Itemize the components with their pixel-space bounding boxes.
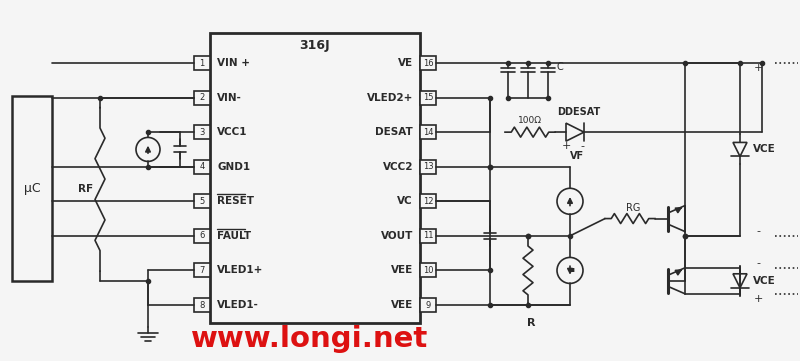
Text: 10: 10: [422, 266, 434, 275]
Bar: [194, 194, 210, 208]
Text: 7: 7: [199, 266, 205, 275]
Text: VCC1: VCC1: [217, 127, 247, 137]
Bar: [420, 56, 436, 70]
Text: 9: 9: [426, 300, 430, 309]
Text: -: -: [756, 258, 760, 268]
Text: VCE: VCE: [753, 276, 775, 286]
Text: .: .: [570, 257, 577, 276]
Bar: [210, 33, 420, 323]
Text: VLED2+: VLED2+: [366, 92, 413, 103]
Text: 15: 15: [422, 93, 434, 102]
Text: 13: 13: [422, 162, 434, 171]
Text: VC: VC: [398, 196, 413, 206]
Text: 16: 16: [422, 58, 434, 68]
Text: VOUT: VOUT: [381, 231, 413, 241]
Bar: [420, 298, 436, 312]
Bar: [420, 160, 436, 174]
Text: 14: 14: [422, 128, 434, 137]
Text: 12: 12: [422, 197, 434, 206]
Text: DDESAT: DDESAT: [558, 107, 601, 117]
Text: +: +: [562, 141, 570, 151]
Text: VEE: VEE: [390, 265, 413, 275]
Text: DESAT: DESAT: [375, 127, 413, 137]
Text: VLED1-: VLED1-: [217, 300, 259, 310]
Bar: [420, 229, 436, 243]
Circle shape: [136, 138, 160, 161]
Bar: [194, 160, 210, 174]
Text: RG: RG: [626, 203, 640, 213]
Bar: [12, 96, 52, 281]
Text: 8: 8: [199, 300, 205, 309]
Text: -: -: [756, 226, 760, 236]
Text: 2: 2: [199, 93, 205, 102]
Polygon shape: [733, 274, 747, 288]
Bar: [194, 229, 210, 243]
Text: VIN +: VIN +: [217, 58, 250, 68]
Bar: [194, 264, 210, 278]
Text: 316J: 316J: [300, 39, 330, 52]
Text: 1: 1: [199, 58, 205, 68]
Text: +: +: [754, 294, 762, 304]
Text: VEE: VEE: [390, 300, 413, 310]
Text: 5: 5: [199, 197, 205, 206]
Bar: [420, 264, 436, 278]
Bar: [420, 125, 436, 139]
Bar: [420, 91, 436, 105]
Text: 3: 3: [199, 128, 205, 137]
Text: www.longi.net: www.longi.net: [191, 325, 429, 353]
Circle shape: [557, 257, 583, 283]
Text: VF: VF: [570, 151, 584, 161]
Bar: [420, 194, 436, 208]
Text: R: R: [526, 318, 535, 328]
Text: RESET: RESET: [217, 196, 254, 206]
Text: 4: 4: [199, 162, 205, 171]
Text: VLED1+: VLED1+: [217, 265, 263, 275]
Bar: [194, 298, 210, 312]
Polygon shape: [733, 143, 747, 156]
Text: VCC2: VCC2: [382, 162, 413, 172]
Text: FAULT: FAULT: [217, 231, 251, 241]
Text: 11: 11: [422, 231, 434, 240]
Text: C: C: [557, 62, 563, 72]
Bar: [194, 125, 210, 139]
Text: -: -: [580, 141, 584, 151]
Text: +: +: [754, 63, 762, 73]
Text: RF: RF: [78, 184, 94, 194]
Bar: [194, 56, 210, 70]
Circle shape: [557, 188, 583, 214]
Text: µC: µC: [24, 182, 40, 195]
Polygon shape: [566, 123, 584, 141]
Text: VE: VE: [398, 58, 413, 68]
Text: GND1: GND1: [217, 162, 250, 172]
Text: VCE: VCE: [753, 144, 775, 155]
Text: VIN-: VIN-: [217, 92, 242, 103]
Text: 6: 6: [199, 231, 205, 240]
Text: 100Ω: 100Ω: [518, 116, 542, 125]
Bar: [194, 91, 210, 105]
